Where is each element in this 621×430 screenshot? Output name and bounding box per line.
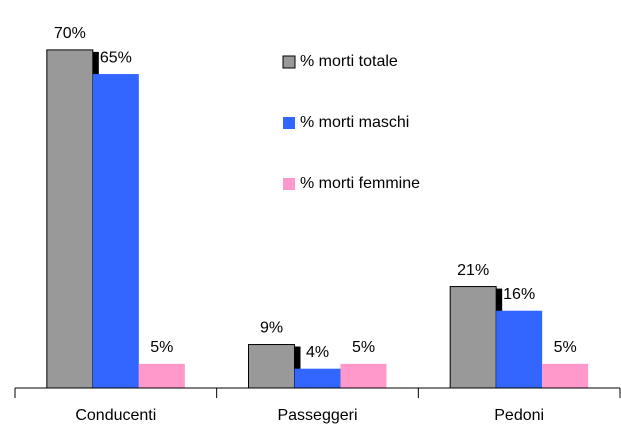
legend-swatch xyxy=(282,55,296,69)
legend-swatch xyxy=(283,117,295,129)
bar-shadow xyxy=(294,346,301,388)
legend-label: % morti totale xyxy=(300,53,398,70)
bar xyxy=(449,286,497,389)
value-label: 16% xyxy=(503,286,535,303)
bar xyxy=(496,310,543,388)
x-tick-label: Conducenti xyxy=(75,407,156,424)
legend-swatch xyxy=(283,178,295,190)
bar xyxy=(138,363,185,388)
value-label: 9% xyxy=(260,320,283,337)
bar xyxy=(92,74,139,389)
value-label: 70% xyxy=(54,25,86,42)
bar xyxy=(542,363,589,388)
value-label: 4% xyxy=(306,344,329,361)
value-label: 5% xyxy=(352,339,375,356)
legend-label: % morti femmine xyxy=(300,175,420,192)
x-tick-label: Passeggeri xyxy=(277,407,357,424)
bar xyxy=(294,368,341,388)
value-label: 5% xyxy=(150,339,173,356)
x-tick-label: Pedoni xyxy=(494,407,544,424)
bar xyxy=(248,344,295,389)
value-label: 65% xyxy=(100,49,132,66)
bar xyxy=(46,49,94,389)
value-label: 5% xyxy=(554,339,577,356)
legend-label: % morti maschi xyxy=(300,114,409,131)
bar xyxy=(340,363,387,388)
value-label: 21% xyxy=(457,262,489,279)
